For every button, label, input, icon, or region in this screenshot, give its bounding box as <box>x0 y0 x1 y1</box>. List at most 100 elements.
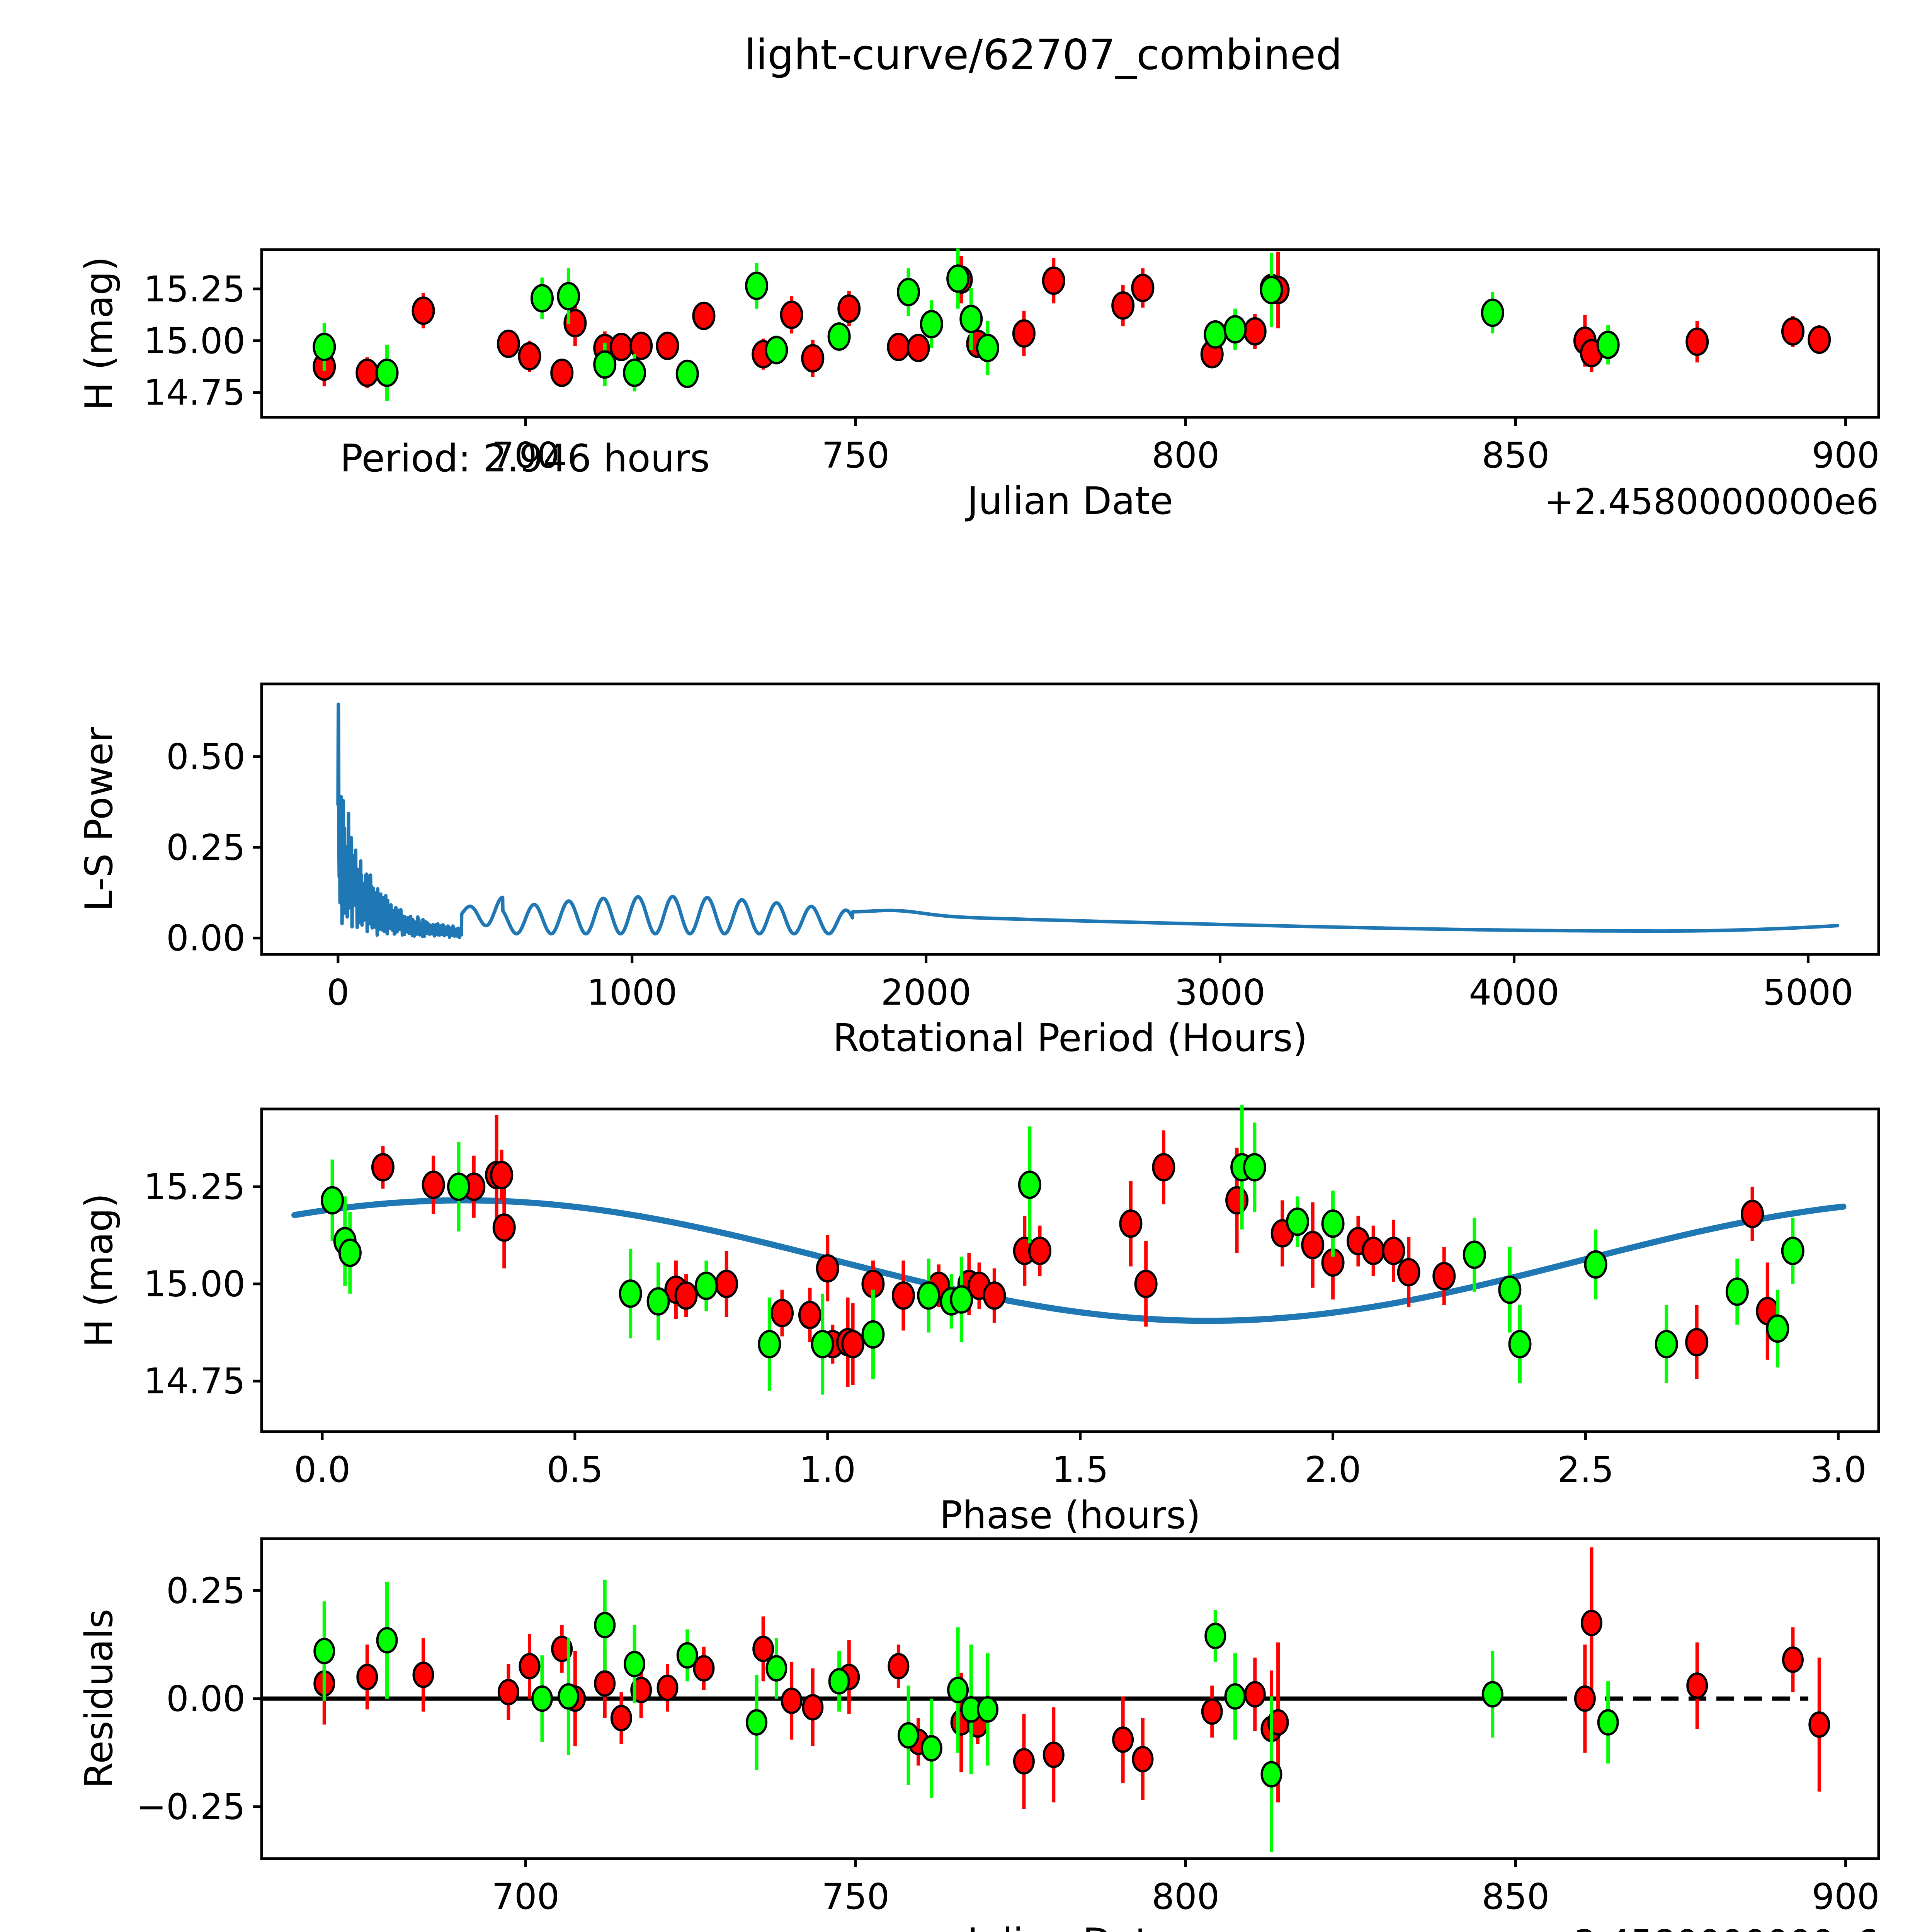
data-point[interactable] <box>1686 1672 1708 1699</box>
data-point[interactable] <box>1260 276 1283 304</box>
data-point[interactable] <box>816 1254 839 1283</box>
data-point[interactable] <box>1781 1236 1804 1265</box>
data-point[interactable] <box>519 1653 541 1680</box>
data-point[interactable] <box>557 282 580 311</box>
data-point[interactable] <box>1481 1681 1503 1708</box>
data-point[interactable] <box>1432 1262 1456 1291</box>
data-point[interactable] <box>313 333 336 361</box>
data-point[interactable] <box>780 301 803 329</box>
data-point[interactable] <box>629 332 653 360</box>
data-point[interactable] <box>623 359 646 387</box>
data-point[interactable] <box>530 284 554 313</box>
data-point[interactable] <box>492 1213 516 1242</box>
data-point[interactable] <box>1244 1681 1266 1708</box>
data-point[interactable] <box>1243 317 1267 346</box>
data-point[interactable] <box>976 333 999 362</box>
data-point[interactable] <box>619 1279 642 1308</box>
data-point[interactable] <box>693 1655 715 1682</box>
data-point[interactable] <box>412 1662 434 1688</box>
data-point[interactable] <box>946 264 970 293</box>
data-point[interactable] <box>1152 1153 1175 1182</box>
data-point[interactable] <box>313 1638 335 1665</box>
data-point[interactable] <box>801 344 825 373</box>
data-point[interactable] <box>676 1642 698 1669</box>
data-point[interactable] <box>1362 1236 1385 1265</box>
data-point[interactable] <box>1286 1207 1310 1236</box>
data-point[interactable] <box>1131 274 1155 302</box>
data-point[interactable] <box>1498 1276 1522 1304</box>
data-point[interactable] <box>1301 1231 1325 1259</box>
data-point[interactable] <box>675 359 699 388</box>
data-point[interactable] <box>1580 1609 1602 1636</box>
data-point[interactable] <box>412 296 435 325</box>
data-point[interactable] <box>1267 1709 1289 1736</box>
data-point[interactable] <box>321 1186 344 1215</box>
data-point[interactable] <box>1013 1748 1035 1775</box>
data-point[interactable] <box>1204 320 1227 349</box>
data-point[interactable] <box>906 333 930 362</box>
data-point[interactable] <box>917 1281 940 1310</box>
data-point[interactable] <box>610 1705 632 1731</box>
data-point[interactable] <box>1655 1330 1678 1359</box>
data-point[interactable] <box>920 1735 942 1762</box>
data-point[interactable] <box>656 1674 679 1701</box>
data-point[interactable] <box>1111 291 1135 320</box>
data-point[interactable] <box>1119 1209 1143 1238</box>
data-point[interactable] <box>656 332 679 360</box>
data-point[interactable] <box>1781 317 1804 346</box>
data-point[interactable] <box>550 359 574 387</box>
data-point[interactable] <box>1741 1199 1764 1228</box>
data-point[interactable] <box>371 1153 395 1182</box>
data-point[interactable] <box>1782 1646 1804 1673</box>
data-point[interactable] <box>1223 315 1247 344</box>
data-point[interactable] <box>646 1287 670 1316</box>
data-point[interactable] <box>376 1627 398 1654</box>
data-point[interactable] <box>497 330 520 358</box>
data-point[interactable] <box>746 1709 768 1736</box>
data-point[interactable] <box>891 1281 915 1310</box>
data-point[interactable] <box>518 342 541 371</box>
data-point[interactable] <box>1112 1726 1134 1753</box>
data-point[interactable] <box>624 1651 646 1677</box>
data-point[interactable] <box>1596 330 1620 359</box>
data-point[interactable] <box>1685 1328 1709 1357</box>
data-point[interactable] <box>375 359 399 387</box>
data-point[interactable] <box>758 1330 781 1359</box>
data-point[interactable] <box>897 278 920 306</box>
data-point[interactable] <box>356 1663 378 1690</box>
data-point[interactable] <box>770 1299 794 1327</box>
data-point[interactable] <box>983 1281 1006 1310</box>
data-point[interactable] <box>827 322 851 351</box>
data-point[interactable] <box>1042 266 1065 295</box>
data-point[interactable] <box>422 1170 445 1199</box>
data-point[interactable] <box>1597 1709 1619 1736</box>
data-point[interactable] <box>1028 1236 1052 1265</box>
data-point[interactable] <box>1808 1711 1830 1738</box>
data-point[interactable] <box>1018 1170 1041 1199</box>
data-point[interactable] <box>802 1694 824 1721</box>
data-point[interactable] <box>694 1271 718 1300</box>
data-point[interactable] <box>1243 1153 1266 1182</box>
data-point[interactable] <box>1012 319 1036 348</box>
data-point[interactable] <box>1382 1236 1405 1265</box>
data-point[interactable] <box>1204 1622 1226 1650</box>
data-point[interactable] <box>976 1696 998 1723</box>
data-point[interactable] <box>1132 1746 1154 1772</box>
data-point[interactable] <box>1808 325 1831 354</box>
data-point[interactable] <box>1481 298 1504 327</box>
data-point[interactable] <box>692 301 716 330</box>
data-point[interactable] <box>1508 1330 1532 1359</box>
data-point[interactable] <box>765 336 788 364</box>
data-point[interactable] <box>959 304 983 333</box>
data-point[interactable] <box>765 1655 787 1682</box>
data-point[interactable] <box>1224 1683 1246 1710</box>
data-point[interactable] <box>898 1722 919 1749</box>
data-point[interactable] <box>1584 1250 1607 1279</box>
data-point[interactable] <box>1685 327 1709 356</box>
data-point[interactable] <box>950 1285 973 1314</box>
data-point[interactable] <box>1225 1186 1249 1215</box>
data-point[interactable] <box>1201 1698 1223 1725</box>
data-point[interactable] <box>551 1636 573 1662</box>
data-point[interactable] <box>841 1330 865 1359</box>
data-point[interactable] <box>1397 1258 1420 1287</box>
